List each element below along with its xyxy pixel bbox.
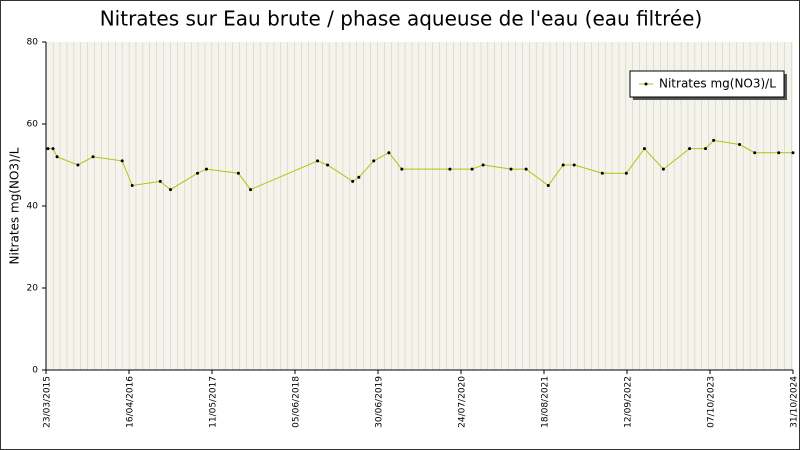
data-point bbox=[481, 163, 485, 167]
data-point bbox=[326, 163, 330, 167]
data-point bbox=[204, 167, 208, 171]
chart-title: Nitrates sur Eau brute / phase aqueuse d… bbox=[100, 7, 703, 31]
data-point bbox=[448, 167, 452, 171]
data-point bbox=[169, 188, 172, 192]
data-point bbox=[46, 147, 50, 151]
y-tick-label: 20 bbox=[27, 284, 39, 294]
data-point bbox=[196, 171, 200, 175]
data-point bbox=[524, 167, 528, 171]
data-point bbox=[236, 171, 240, 175]
data-point bbox=[546, 184, 550, 187]
data-point bbox=[316, 159, 320, 163]
data-point bbox=[357, 175, 361, 179]
y-tick-label: 40 bbox=[27, 202, 39, 212]
x-tick-label: 05/06/2018 bbox=[291, 376, 301, 428]
data-point bbox=[372, 159, 376, 163]
data-point bbox=[704, 147, 708, 151]
x-tick-label: 24/07/2020 bbox=[457, 376, 467, 428]
data-point bbox=[777, 151, 781, 155]
data-point bbox=[55, 155, 59, 159]
data-point bbox=[387, 151, 391, 155]
data-point bbox=[158, 179, 162, 183]
data-point bbox=[642, 147, 646, 151]
data-point bbox=[130, 184, 134, 187]
x-tick-label: 16/04/2016 bbox=[125, 376, 135, 428]
legend-marker bbox=[644, 82, 648, 86]
data-point bbox=[661, 167, 665, 171]
y-tick-label: 60 bbox=[27, 120, 39, 130]
x-tick-label: 11/05/2017 bbox=[208, 376, 218, 428]
data-point bbox=[249, 188, 253, 192]
data-point bbox=[561, 163, 565, 167]
data-point bbox=[470, 167, 474, 171]
x-tick-label: 23/03/2015 bbox=[42, 376, 52, 428]
data-point bbox=[791, 151, 795, 155]
data-point bbox=[624, 171, 628, 175]
x-tick-label: 30/06/2019 bbox=[374, 376, 384, 428]
data-point bbox=[76, 163, 80, 167]
data-point bbox=[400, 167, 404, 171]
data-point bbox=[712, 138, 716, 142]
data-point bbox=[572, 163, 576, 167]
data-point bbox=[51, 147, 55, 151]
data-point bbox=[120, 159, 124, 163]
legend bbox=[629, 70, 785, 98]
y-tick-label: 0 bbox=[32, 366, 38, 376]
data-point bbox=[753, 151, 757, 155]
y-axis-label: Nitrates mg(NO3)/L bbox=[8, 147, 22, 264]
data-point bbox=[351, 179, 355, 183]
x-tick-label: 07/10/2023 bbox=[706, 376, 716, 428]
x-tick-label: 31/10/2024 bbox=[789, 376, 799, 428]
data-point bbox=[688, 147, 692, 151]
data-point bbox=[509, 167, 513, 171]
x-tick-label: 18/08/2021 bbox=[540, 376, 550, 428]
data-point bbox=[91, 155, 95, 159]
y-tick-label: 80 bbox=[27, 38, 39, 48]
data-point bbox=[738, 143, 742, 146]
legend-label: Nitrates mg(NO3)/L bbox=[659, 77, 776, 91]
data-point bbox=[600, 171, 604, 175]
x-tick-label: 12/09/2022 bbox=[623, 376, 633, 428]
